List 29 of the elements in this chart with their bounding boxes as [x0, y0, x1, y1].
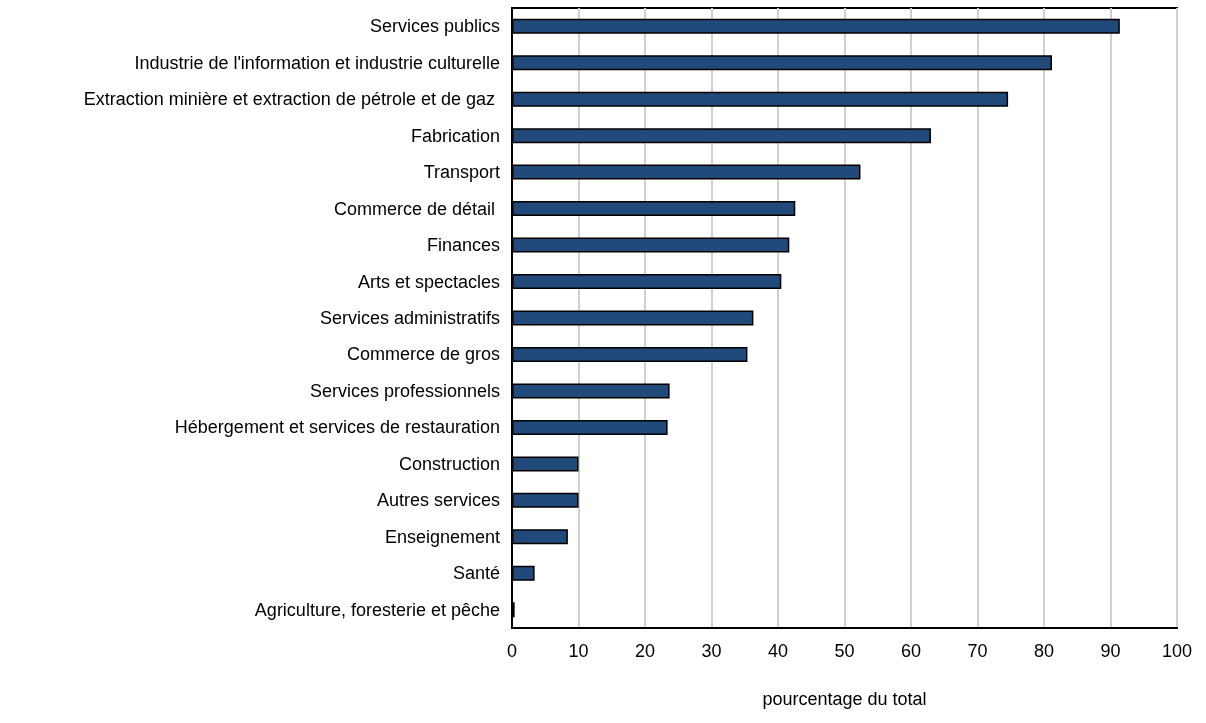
y-tick-label: Commerce de détail: [333, 198, 500, 219]
x-tick-label: 100: [1161, 641, 1193, 661]
x-tick-label: 40: [767, 641, 789, 661]
x-tick-label: 0: [506, 641, 518, 661]
x-tick-label: 90: [1100, 641, 1121, 661]
x-tick-label: 60: [900, 641, 922, 661]
y-tick-label: Industrie de l'information et industrie culturelle: [134, 52, 500, 73]
y-tick-label: Agriculture, foresterie et pêche: [254, 599, 500, 620]
x-tick-label: 80: [1033, 641, 1055, 661]
x-tick-label: 10: [568, 641, 589, 661]
x-tick-label: 30: [701, 641, 722, 661]
y-tick-label: Services professionnels: [309, 380, 500, 401]
y-tick-label: Commerce de gros: [346, 344, 500, 365]
y-tick-label: Transport: [423, 162, 500, 183]
y-tick-label: Services administratifs: [319, 308, 500, 328]
y-tick-label: Fabrication: [410, 125, 500, 146]
x-tick-label: 70: [967, 641, 988, 661]
x-axis-title: pourcentage du total: [762, 689, 927, 709]
x-tick-label: 50: [834, 641, 855, 661]
y-tick-label: Extraction minière et extraction de pétrole et de gaz: [83, 89, 500, 110]
x-tick-label: 20: [634, 641, 656, 661]
y-tick-label: Finances: [426, 235, 500, 256]
y-tick-label: Construction: [398, 453, 500, 474]
y-tick-label: Enseignement: [384, 526, 500, 547]
y-tick-label: Hébergement et services de restauration: [174, 417, 500, 438]
y-tick-label: Santé: [452, 563, 500, 584]
y-tick-label: Autres services: [376, 490, 500, 511]
y-tick-label: Services publics: [369, 16, 500, 37]
y-tick-label: Arts et spectacles: [357, 271, 500, 292]
